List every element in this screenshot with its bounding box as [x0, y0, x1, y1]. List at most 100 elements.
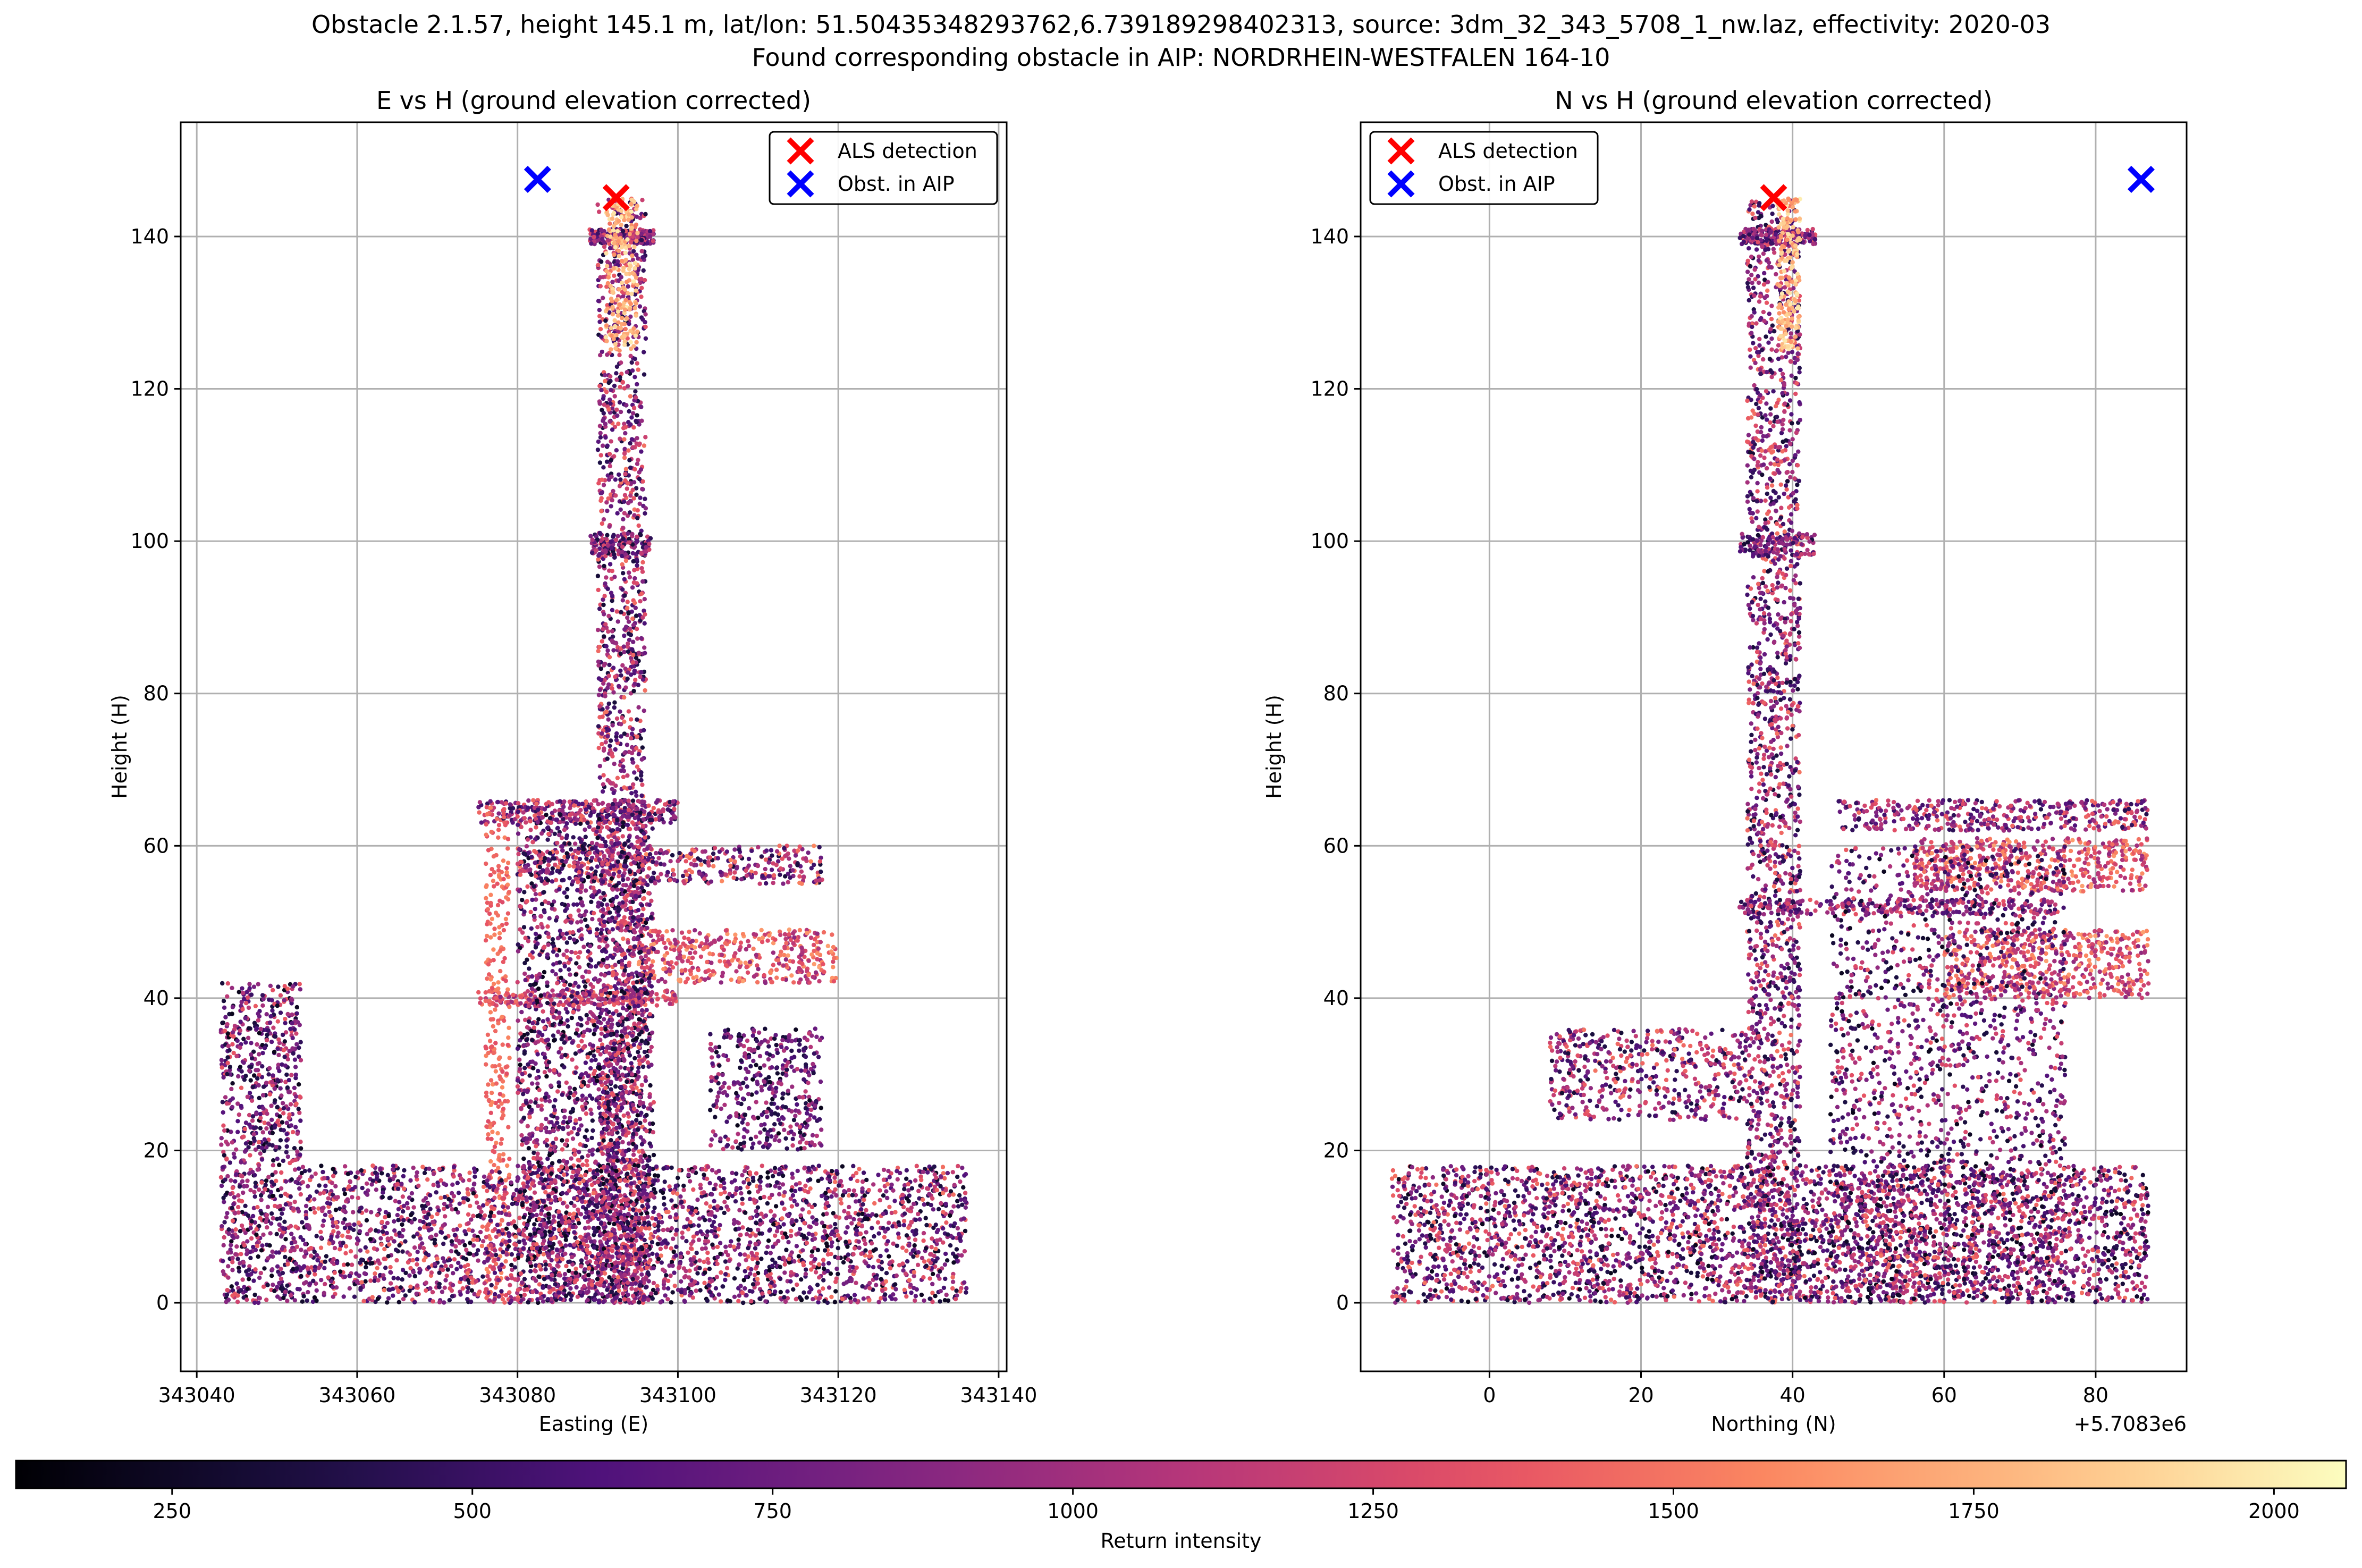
left-cloud-point — [621, 644, 626, 649]
left-cloud-point — [609, 876, 614, 881]
left-cloud-point — [732, 954, 737, 958]
left-cloud-point — [610, 802, 615, 807]
left-cloud-point — [639, 793, 644, 798]
left-cloud-point — [614, 377, 619, 382]
left-cloud-point — [790, 959, 796, 964]
left-cloud-point — [682, 935, 687, 940]
left-cloud-point — [746, 863, 752, 868]
left-cloud-point — [639, 591, 644, 596]
left-cloud-point — [640, 198, 645, 203]
left-cloud-point — [615, 313, 621, 318]
left-cloud-point — [606, 673, 611, 678]
left-cloud-point — [640, 479, 645, 484]
left-cloud-point — [686, 945, 690, 950]
left-cloud-point — [626, 1211, 631, 1217]
left-cloud-point — [613, 342, 618, 347]
left-cloud-point — [630, 585, 635, 590]
left-cloud-point — [562, 1065, 567, 1070]
left-cloud-point — [605, 756, 610, 761]
left-cloud-point — [571, 902, 576, 907]
left-cloud-point — [579, 883, 584, 888]
left-cloud-point — [571, 864, 576, 869]
left-cloud-point — [626, 611, 631, 616]
left-cloud-point — [620, 598, 626, 603]
left-cloud-point — [567, 841, 572, 846]
left-cloud-point — [620, 281, 625, 285]
left-cloud-point — [604, 323, 609, 328]
left-cloud-point — [608, 234, 613, 239]
left-cloud-point — [665, 807, 670, 812]
left-cloud-point — [611, 812, 617, 817]
left-cloud-point — [612, 394, 617, 399]
left-cloud-point — [642, 372, 647, 377]
left-cloud-point — [822, 970, 826, 974]
left-cloud-point — [570, 1040, 575, 1045]
left-cloud-point — [640, 615, 645, 620]
left-cloud-point — [795, 848, 800, 853]
left-cloud-point — [636, 1010, 641, 1016]
left-cloud-point — [601, 597, 605, 602]
left-cloud-point — [621, 268, 626, 273]
left-cloud-point — [628, 441, 632, 446]
left-cloud-point — [598, 435, 603, 440]
left-cloud-point — [751, 946, 756, 951]
left-cloud-point — [641, 907, 646, 912]
left-cloud-point — [831, 965, 836, 970]
left-cloud-point — [586, 998, 591, 1002]
left-cloud-point — [636, 458, 640, 462]
left-cloud-point — [618, 507, 623, 512]
left-cloud-point — [626, 876, 630, 881]
left-cloud-point — [614, 407, 619, 412]
left-cloud-point — [817, 845, 822, 850]
left-cloud-point — [586, 949, 590, 954]
left-cloud-point — [634, 486, 639, 491]
left-cloud-point — [659, 872, 663, 876]
left-cloud-point — [560, 1191, 565, 1195]
left-cloud-point — [621, 878, 626, 882]
left-cloud-point — [611, 690, 616, 695]
left-cloud-point — [644, 1112, 649, 1118]
left-cloud-point — [657, 929, 662, 934]
left-cloud-point — [615, 1118, 620, 1123]
left-cloud-point — [605, 956, 610, 961]
left-cloud-point — [603, 694, 608, 698]
left-cloud-point — [616, 239, 621, 244]
left-cloud-point — [631, 580, 637, 585]
left-cloud-point — [609, 387, 613, 392]
left-cloud-point — [629, 717, 634, 722]
left-cloud-point — [596, 1105, 602, 1110]
left-cloud-point — [584, 856, 589, 861]
left-cloud-point — [610, 854, 615, 859]
left-cloud-point — [755, 863, 761, 869]
left-cloud-point — [632, 681, 637, 686]
left-cloud-point — [613, 1084, 618, 1089]
left-cloud-point — [797, 874, 802, 879]
left-cloud-point — [598, 931, 603, 936]
left-cloud-point — [637, 940, 642, 946]
left-cloud-point — [668, 820, 673, 825]
left-cloud-point — [596, 724, 601, 729]
left-cloud-point — [634, 252, 639, 257]
left-cloud-point — [562, 964, 568, 969]
left-cloud-point — [698, 954, 704, 959]
left-cloud-point — [636, 1004, 641, 1008]
left-cloud-point — [597, 687, 603, 693]
left-cloud-point — [792, 935, 797, 940]
left-cloud-point — [623, 326, 628, 332]
left-cloud-point — [610, 1047, 615, 1051]
left-cloud-point — [553, 878, 559, 882]
left-cloud-point — [627, 510, 632, 515]
left-cloud-point — [601, 1090, 606, 1094]
left-cloud-point — [694, 974, 699, 980]
left-cloud-point — [625, 513, 630, 518]
left-cloud-point — [600, 1151, 605, 1156]
left-cloud-point — [752, 974, 757, 979]
left-cloud-point — [802, 874, 806, 879]
left-cloud-point — [517, 847, 522, 852]
left-cloud-point — [711, 864, 716, 869]
left-cloud-point — [519, 1133, 524, 1138]
left-cloud-point — [622, 627, 627, 632]
left-cloud-point — [568, 1110, 573, 1115]
left-cloud-point — [791, 980, 796, 985]
left-cloud-point — [589, 241, 594, 246]
